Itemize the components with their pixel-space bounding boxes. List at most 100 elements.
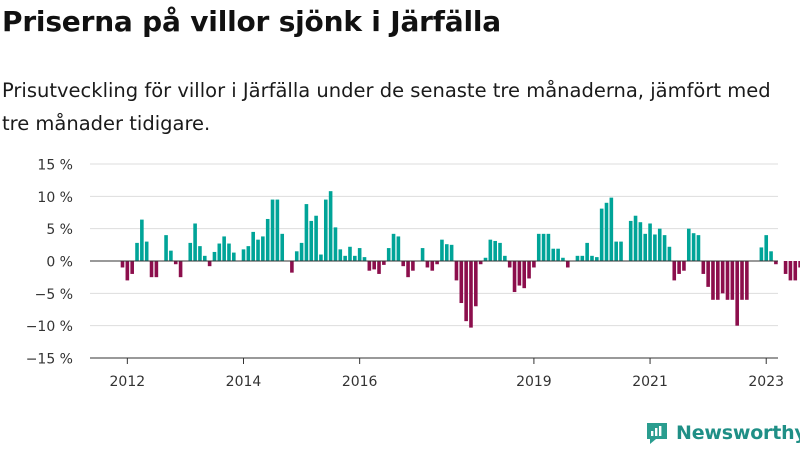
chart-subtitle: Prisutveckling för villor i Järfälla und… bbox=[2, 79, 771, 135]
bar bbox=[440, 239, 444, 261]
newsworthy-logo-icon bbox=[647, 423, 667, 444]
bar bbox=[653, 234, 657, 261]
bar bbox=[580, 255, 585, 261]
bar bbox=[585, 242, 589, 261]
bar bbox=[725, 261, 730, 300]
bar bbox=[377, 261, 381, 274]
axes bbox=[90, 260, 778, 364]
bar bbox=[309, 220, 314, 261]
bar bbox=[362, 257, 367, 261]
bar bbox=[130, 261, 134, 274]
bar bbox=[686, 228, 691, 261]
bar bbox=[662, 235, 667, 261]
bar bbox=[290, 261, 294, 273]
bar bbox=[386, 248, 391, 261]
bar bbox=[532, 261, 536, 268]
bar bbox=[304, 204, 309, 261]
bar bbox=[430, 261, 435, 271]
y-tick-label: 0 % bbox=[46, 255, 73, 271]
bar bbox=[265, 218, 270, 261]
bar bbox=[716, 261, 720, 300]
bar bbox=[633, 215, 638, 261]
bar bbox=[241, 249, 246, 261]
bar bbox=[270, 199, 275, 261]
bar bbox=[609, 197, 614, 261]
bar bbox=[783, 261, 788, 274]
bar bbox=[125, 261, 130, 281]
bar bbox=[667, 246, 672, 261]
bar bbox=[469, 261, 473, 328]
bar bbox=[135, 242, 139, 261]
bar bbox=[372, 261, 376, 270]
x-tick-label: 2012 bbox=[110, 374, 146, 390]
bar bbox=[788, 261, 793, 281]
bar bbox=[614, 241, 618, 261]
bar bbox=[798, 261, 800, 268]
y-tick-label: −5 % bbox=[35, 287, 73, 303]
y-tick-label: 10 % bbox=[37, 190, 73, 206]
bar bbox=[619, 241, 623, 261]
bar bbox=[193, 223, 197, 261]
bar bbox=[474, 261, 478, 307]
x-tick-label: 2014 bbox=[226, 374, 262, 390]
bar bbox=[217, 243, 222, 261]
x-tick-label: 2016 bbox=[342, 374, 378, 390]
bar bbox=[493, 240, 497, 261]
bar bbox=[565, 261, 570, 268]
bar bbox=[769, 251, 773, 261]
bar bbox=[595, 257, 599, 261]
bar bbox=[232, 252, 236, 261]
bar bbox=[507, 261, 512, 268]
bar bbox=[280, 233, 285, 261]
newsworthy-logo[interactable]: Newsworthy bbox=[644, 420, 800, 446]
bar bbox=[396, 236, 401, 261]
bar bbox=[411, 261, 415, 271]
bar bbox=[527, 261, 531, 279]
bar bbox=[299, 242, 304, 261]
bar bbox=[294, 251, 299, 261]
bar bbox=[599, 208, 604, 261]
bar bbox=[449, 244, 454, 261]
bar bbox=[144, 241, 149, 261]
bar bbox=[251, 231, 255, 261]
bar bbox=[173, 261, 178, 265]
bar bbox=[323, 199, 328, 261]
bar bbox=[498, 242, 502, 261]
bar bbox=[464, 261, 468, 322]
bars bbox=[120, 191, 800, 328]
x-tick-label: 2021 bbox=[632, 374, 668, 390]
x-tick-label: 2019 bbox=[516, 374, 552, 390]
bar bbox=[188, 242, 193, 261]
chart-title: Priserna på villor sjönk i Järfälla bbox=[2, 5, 501, 38]
bar bbox=[628, 220, 633, 261]
bar bbox=[212, 251, 217, 261]
bar bbox=[169, 250, 173, 261]
bar bbox=[546, 233, 551, 261]
bar bbox=[522, 261, 527, 289]
bar bbox=[512, 261, 517, 293]
bar bbox=[353, 255, 357, 261]
bar bbox=[222, 236, 226, 261]
bar bbox=[604, 202, 609, 261]
bar bbox=[459, 261, 464, 304]
bar bbox=[444, 244, 449, 261]
bar bbox=[638, 222, 643, 261]
bar bbox=[759, 247, 764, 261]
bar bbox=[648, 223, 652, 261]
bar bbox=[672, 261, 677, 281]
bar bbox=[503, 255, 507, 261]
brand-name: Newsworthy bbox=[676, 422, 800, 444]
bar bbox=[275, 199, 280, 261]
bar bbox=[483, 257, 488, 261]
bar bbox=[328, 191, 333, 261]
bar bbox=[319, 254, 323, 261]
bar bbox=[696, 235, 701, 261]
y-tick-label: 15 % bbox=[37, 158, 73, 174]
bar bbox=[227, 243, 231, 261]
bar bbox=[774, 261, 778, 265]
bar bbox=[401, 261, 406, 267]
bar bbox=[793, 261, 798, 281]
bar bbox=[454, 261, 459, 281]
bar bbox=[154, 261, 159, 278]
bar bbox=[740, 261, 744, 300]
